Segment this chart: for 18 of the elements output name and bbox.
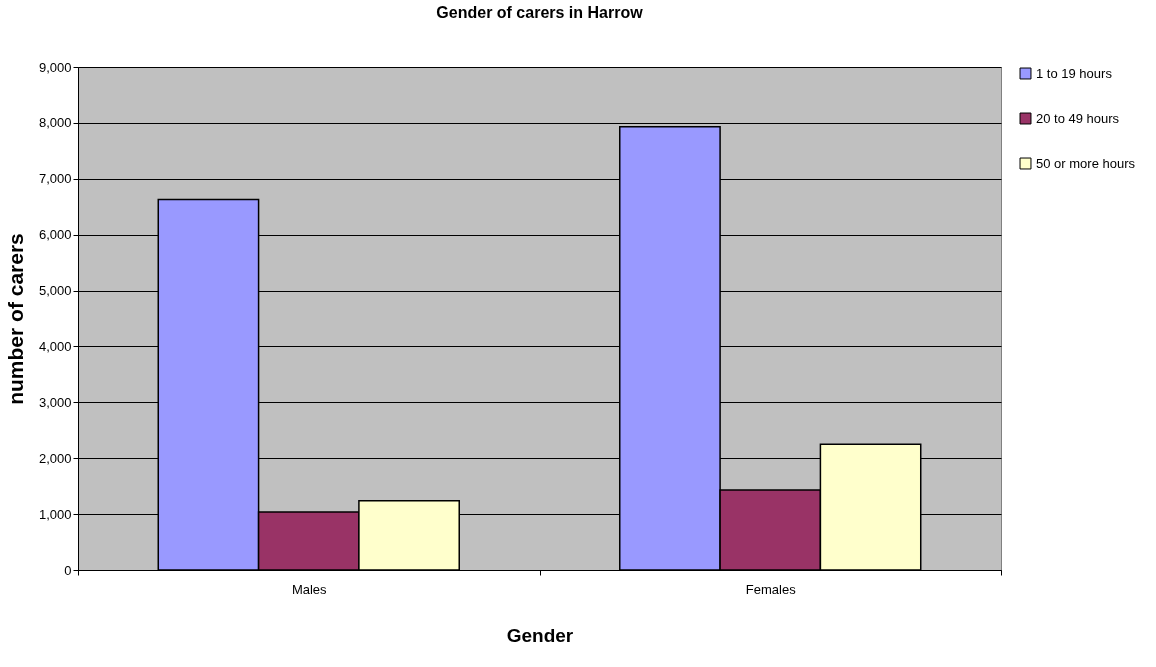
y-axis-title: number of carers: [3, 233, 27, 405]
y-tick-label: 1,000: [38, 506, 72, 522]
x-tick-label: Females: [745, 581, 797, 597]
legend-label: 50 or more hours: [1036, 155, 1136, 171]
y-tick-label: 4,000: [38, 338, 72, 354]
y-tick-label: 9,000: [38, 59, 72, 75]
legend-label: 20 to 49 hours: [1036, 110, 1120, 126]
y-tick-label: 7,000: [38, 171, 72, 187]
y-tick-label: 3,000: [38, 394, 72, 410]
y-tick-label: 5,000: [38, 283, 72, 299]
y-tick-label: 8,000: [38, 115, 72, 131]
y-tick-label: 0: [64, 562, 72, 578]
y-tick-label: 2,000: [38, 450, 72, 466]
chart-title: Gender of carers in Harrow: [436, 4, 644, 21]
x-axis-title: Gender: [506, 624, 574, 646]
legend-label: 1 to 19 hours: [1036, 65, 1113, 81]
y-tick-label: 6,000: [38, 227, 72, 243]
x-tick-label: Males: [291, 581, 328, 597]
